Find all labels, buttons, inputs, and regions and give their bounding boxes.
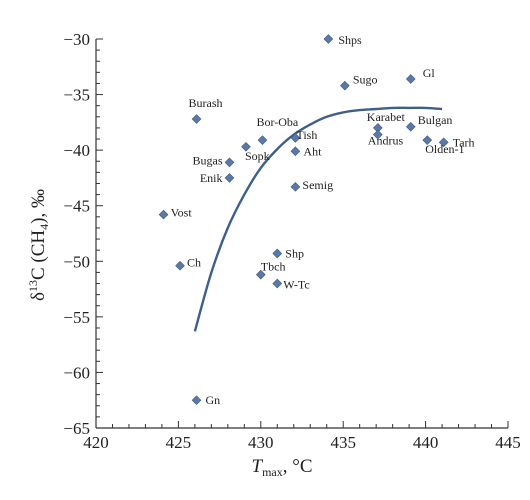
y-tick-label: −65 <box>63 419 90 438</box>
data-point-ch <box>175 260 185 271</box>
data-point-olden-1 <box>422 135 433 145</box>
data-point-bor-oba <box>257 135 268 145</box>
data-point-enik <box>224 173 235 183</box>
x-tick-label: 420 <box>83 433 109 452</box>
y-tick-label: −35 <box>63 86 90 105</box>
data-point-w-tc <box>272 278 283 289</box>
data-point-sopk <box>241 141 251 152</box>
data-point-vost <box>158 209 169 220</box>
point-label: Olden-1 <box>425 142 464 156</box>
point-label: Shp <box>285 247 304 261</box>
point-label: Bulgan <box>418 113 453 127</box>
point-label: Bor-Oba <box>256 115 298 129</box>
x-tick-label: 440 <box>413 433 439 452</box>
y-tick-label: −30 <box>63 30 90 49</box>
x-ticks: 420 425 430 435 440 445 <box>83 421 521 452</box>
point-label: Ch <box>187 256 201 270</box>
point-label: Bugas <box>192 153 222 167</box>
data-point-bugas <box>224 157 235 168</box>
x-tick-label: 445 <box>495 433 521 452</box>
data-points <box>158 34 449 406</box>
data-point-gn <box>191 395 202 406</box>
data-point-andrus <box>372 129 383 140</box>
y-tick-label: −40 <box>63 141 90 160</box>
point-label: Shps <box>338 33 362 47</box>
point-label: Tarh <box>453 135 475 149</box>
y-tick-label: −50 <box>63 252 90 271</box>
point-label: Vost <box>171 206 193 220</box>
x-tick-label: 435 <box>330 433 356 452</box>
data-point-shps <box>323 34 334 44</box>
data-point-gl <box>405 74 416 84</box>
data-point-tarh <box>438 137 449 148</box>
point-label: Andrus <box>368 134 404 148</box>
point-label: Sugo <box>353 73 378 87</box>
x-axis-title: Tmax, °C <box>251 456 312 479</box>
data-point-shp <box>272 248 283 259</box>
y-axis-title: δ13C (CH4), ‰ <box>26 189 51 301</box>
point-label: Burash <box>189 96 223 110</box>
data-point-aht <box>290 146 301 157</box>
x-tick-label: 425 <box>166 433 192 452</box>
data-point-sugo <box>340 80 350 91</box>
data-point-tish <box>290 133 301 143</box>
point-label: Enik <box>200 171 223 185</box>
point-label: Karabet <box>367 110 406 124</box>
point-label: Gl <box>423 66 436 80</box>
point-label: Aht <box>303 144 322 158</box>
x-tick-label: 430 <box>248 433 274 452</box>
axes <box>95 39 508 429</box>
point-label: Sopk <box>245 149 270 163</box>
point-label: Semig <box>302 178 333 192</box>
point-label: Gn <box>206 393 221 407</box>
fit-curve <box>193 106 443 332</box>
data-point-burash <box>191 114 202 124</box>
data-point-semig <box>290 181 301 192</box>
point-label: Tish <box>296 128 317 142</box>
y-tick-label: −60 <box>63 363 90 382</box>
y-tick-label: −45 <box>63 197 90 216</box>
y-tick-label: −55 <box>63 308 90 327</box>
data-point-bulgan <box>405 121 416 132</box>
point-label: Tbch <box>261 260 286 274</box>
point-label: W-Tc <box>283 278 309 292</box>
data-point-tbch <box>255 269 266 280</box>
y-ticks: −30 −35 −40 −45 −50 −55 −60 −65 <box>63 30 103 438</box>
